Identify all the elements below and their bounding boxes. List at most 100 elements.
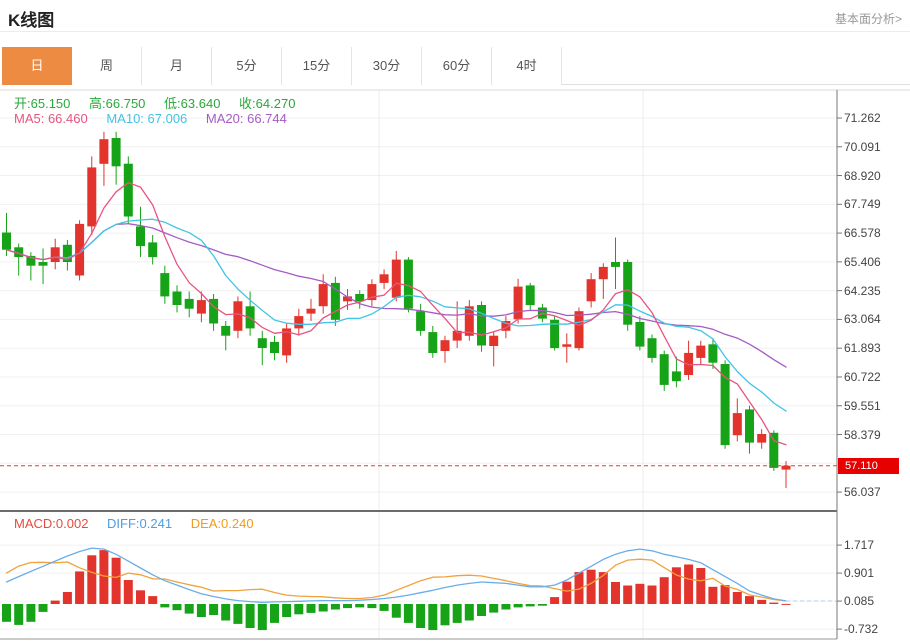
candle-body-down: [525, 285, 535, 306]
tab-day[interactable]: 日: [2, 47, 72, 85]
candle-body-down: [148, 242, 158, 258]
candle-body-down: [123, 163, 133, 217]
candle-body-up: [75, 223, 85, 276]
macd-bar-negative: [464, 604, 474, 621]
tab-4hour[interactable]: 4时: [492, 47, 562, 85]
candle-body-down: [428, 332, 438, 353]
candle-body-up: [87, 167, 97, 227]
macd-bar-positive: [136, 590, 145, 604]
macd-bar-negative: [294, 604, 304, 615]
macd-bar-positive: [708, 586, 718, 604]
macd-bar-negative: [318, 604, 328, 612]
dea-line: [5, 558, 787, 602]
candle-body-up: [440, 340, 450, 351]
macd-bar-positive: [696, 568, 706, 604]
candle-body-down: [2, 232, 11, 250]
candle-body-down: [160, 273, 170, 297]
macd-bar-positive: [123, 580, 133, 604]
macd-bar-negative: [525, 604, 535, 607]
macd-bar-positive: [87, 555, 97, 604]
macd-bar-negative: [245, 604, 255, 628]
macd-bar-positive: [781, 603, 791, 605]
period-tab-strip: 日 周 月 5分 15分 30分 60分 4时: [2, 47, 910, 85]
candle-body-down: [184, 298, 194, 309]
candle-body-down: [745, 409, 754, 443]
candle-body-down: [659, 354, 669, 385]
tab-5min[interactable]: 5分: [212, 47, 282, 85]
candle-body-up: [282, 328, 292, 356]
macd-bar-negative: [403, 604, 413, 623]
candle-body-up: [562, 344, 572, 347]
macd-bar-negative: [14, 604, 24, 625]
macd-bar-negative: [160, 604, 170, 608]
macd-bar-negative: [489, 604, 499, 613]
macd-bar-negative: [428, 604, 438, 631]
fundamental-analysis-link[interactable]: 基本面分析>: [834, 12, 902, 26]
candle-body-down: [172, 291, 182, 305]
macd-bar-negative: [257, 604, 267, 631]
candle-body-up: [196, 300, 206, 314]
candle-body-up: [513, 286, 523, 320]
candle-body-up: [464, 306, 474, 336]
tab-15min[interactable]: 15分: [282, 47, 352, 85]
macd-bar-positive: [647, 585, 657, 604]
ma5-line: [5, 182, 787, 446]
candle-body-up: [343, 296, 352, 302]
candle-body-down: [257, 338, 267, 348]
candle-body-up: [732, 413, 742, 436]
macd-bar-positive: [50, 600, 60, 604]
ma20-line: [5, 223, 787, 368]
candle-body-up: [501, 321, 511, 331]
tab-60min[interactable]: 60分: [422, 47, 492, 85]
candle-body-down: [623, 262, 633, 325]
macd-bar-positive: [62, 592, 72, 604]
candle-body-up: [574, 311, 584, 349]
macd-bar-positive: [769, 602, 779, 604]
macd-bar-negative: [330, 604, 340, 610]
candle-body-down: [270, 341, 279, 353]
macd-bar-positive: [720, 585, 730, 604]
candle-body-up: [586, 279, 596, 302]
macd-bar-negative: [196, 604, 206, 617]
candle-body-down: [477, 305, 486, 346]
macd-bar-negative: [501, 604, 511, 610]
macd-bar-negative: [2, 604, 11, 622]
candle-body-down: [708, 344, 718, 363]
candle-body-up: [99, 139, 109, 164]
macd-bar-positive: [757, 599, 767, 604]
macd-bar-negative: [209, 604, 219, 615]
tab-week[interactable]: 周: [72, 47, 142, 85]
header-divider: [0, 31, 910, 32]
macd-bar-negative: [221, 604, 231, 621]
tab-month[interactable]: 月: [142, 47, 212, 85]
candle-body-up: [379, 274, 389, 283]
candle-body-up: [781, 465, 791, 470]
candle-body-up: [367, 284, 377, 301]
macd-bar-negative: [172, 604, 182, 611]
macd-bar-positive: [671, 567, 681, 604]
macd-bar-positive: [684, 564, 694, 604]
macd-bar-negative: [367, 604, 377, 609]
candle-body-up: [489, 335, 499, 346]
macd-bar-negative: [379, 604, 389, 611]
macd-bar-positive: [75, 571, 85, 604]
candle-body-up: [233, 301, 243, 331]
macd-bar-negative: [282, 604, 292, 617]
tab-30min[interactable]: 30分: [352, 47, 422, 85]
macd-bar-positive: [611, 582, 620, 604]
candle-body-down: [403, 259, 413, 309]
ma10-line: [5, 218, 787, 412]
candle-body-up: [50, 247, 60, 262]
macd-bar-negative: [233, 604, 243, 624]
macd-bar-positive: [623, 585, 633, 604]
macd-bar-negative: [452, 604, 462, 623]
candle-body-down: [720, 364, 730, 446]
candle-body-down: [62, 244, 72, 262]
macd-bar-positive: [99, 550, 109, 604]
candle-body-down: [209, 298, 219, 324]
candle-body-up: [318, 284, 328, 307]
macd-bar-negative: [38, 604, 48, 612]
candle-body-up: [294, 316, 304, 329]
candle-body-up: [306, 308, 316, 314]
